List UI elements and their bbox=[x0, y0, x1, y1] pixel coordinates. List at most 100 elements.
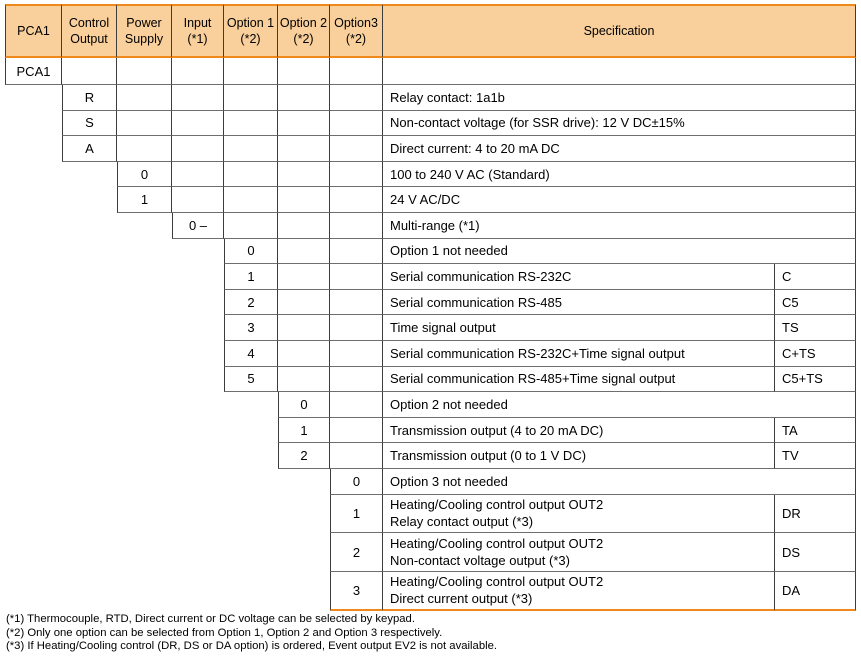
spec-cell: Option 2 not needed bbox=[383, 392, 856, 418]
code-cell: 2 bbox=[278, 443, 330, 469]
empty-cell bbox=[224, 136, 278, 162]
empty-cell bbox=[117, 110, 172, 137]
header-line: (*1) bbox=[187, 32, 208, 46]
spec-line: Heating/Cooling control output OUT2 bbox=[390, 574, 604, 590]
code-cell: 0 bbox=[117, 161, 172, 188]
header-line: Option 1 bbox=[226, 16, 275, 30]
header-cell-model: PCA1 bbox=[5, 4, 62, 58]
footnote-1: (*1) Thermocouple, RTD, Direct current o… bbox=[6, 613, 415, 625]
spec-line: Non-contact voltage output (*3) bbox=[390, 553, 570, 569]
spec-cell: Option 3 not needed bbox=[383, 468, 856, 495]
spec-cell: Heating/Cooling control output OUT2 Rela… bbox=[383, 494, 775, 534]
spec-cell: Heating/Cooling control output OUT2 Non-… bbox=[383, 533, 775, 572]
empty-cell bbox=[278, 58, 330, 85]
code-cell: 0 bbox=[224, 238, 278, 265]
spec-cell: Time signal output bbox=[383, 315, 775, 341]
header-line: Specification bbox=[583, 24, 655, 38]
code-cell: 5 bbox=[224, 366, 278, 393]
header-line: Power bbox=[126, 16, 162, 30]
header-line: Option 2 bbox=[279, 16, 328, 30]
code-cell: 3 bbox=[224, 315, 278, 341]
footnotes: (*1) Thermocouple, RTD, Direct current o… bbox=[6, 613, 497, 654]
footnote-3: (*3) If Heating/Cooling control (DR, DS … bbox=[6, 640, 498, 652]
spec-cell: 100 to 240 V AC (Standard) bbox=[383, 161, 856, 188]
option-code-cell: DA bbox=[775, 571, 856, 611]
header-cell-specification: Specification bbox=[383, 4, 856, 58]
header-line: (*2) bbox=[240, 32, 261, 46]
code-cell: 2 bbox=[224, 289, 278, 316]
empty-cell bbox=[330, 212, 383, 239]
empty-cell bbox=[117, 85, 172, 111]
spec-cell: Heating/Cooling control output OUT2 Dire… bbox=[383, 571, 775, 611]
spec-cell: Serial communication RS-485+Time signal … bbox=[383, 366, 775, 393]
empty-cell bbox=[172, 58, 224, 85]
empty-cell bbox=[172, 161, 224, 188]
empty-cell bbox=[330, 136, 383, 162]
code-cell: S bbox=[62, 110, 117, 137]
empty-cell bbox=[278, 264, 330, 290]
empty-cell bbox=[330, 392, 383, 418]
empty-cell bbox=[172, 110, 224, 137]
code-cell: 2 bbox=[330, 533, 383, 572]
spec-cell: Serial communication RS-232C+Time signal… bbox=[383, 340, 775, 367]
header-line: PCA1 bbox=[17, 24, 50, 38]
spec-cell: Option 1 not needed bbox=[383, 238, 856, 265]
code-cell: 1 bbox=[330, 494, 383, 534]
empty-cell bbox=[330, 110, 383, 137]
empty-cell bbox=[330, 58, 383, 85]
empty-cell bbox=[224, 212, 278, 239]
code-cell: 3 bbox=[330, 571, 383, 611]
empty-cell bbox=[278, 187, 330, 213]
option-code-cell: TV bbox=[775, 443, 856, 469]
header-cell-control-output: Control Output bbox=[62, 4, 117, 58]
header-line: (*2) bbox=[293, 32, 314, 46]
option-code-cell: DS bbox=[775, 533, 856, 572]
empty-cell bbox=[330, 340, 383, 367]
header-line: Supply bbox=[124, 32, 164, 46]
empty-cell bbox=[224, 58, 278, 85]
empty-cell bbox=[278, 161, 330, 188]
header-line: Control bbox=[68, 16, 110, 30]
empty-cell bbox=[330, 443, 383, 469]
code-cell: 0 – bbox=[172, 212, 224, 239]
empty-cell bbox=[330, 417, 383, 444]
empty-cell bbox=[278, 238, 330, 265]
header-cell-option3: Option3 (*2) bbox=[330, 4, 383, 58]
option-code-cell: DR bbox=[775, 494, 856, 534]
empty-cell bbox=[278, 366, 330, 393]
empty-cell bbox=[330, 238, 383, 265]
code-cell: R bbox=[62, 85, 117, 111]
empty-cell bbox=[330, 264, 383, 290]
code-cell: A bbox=[62, 136, 117, 162]
code-cell: 4 bbox=[224, 340, 278, 367]
option-code-cell: C5 bbox=[775, 289, 856, 316]
empty-cell bbox=[278, 110, 330, 137]
empty-cell bbox=[117, 136, 172, 162]
empty-cell bbox=[330, 315, 383, 341]
spec-cell: Non-contact voltage (for SSR drive): 12 … bbox=[383, 110, 856, 137]
spec-cell: Serial communication RS-485 bbox=[383, 289, 775, 316]
option-code-cell: C bbox=[775, 264, 856, 290]
code-cell: 1 bbox=[278, 417, 330, 444]
spec-line: Direct current output (*3) bbox=[390, 591, 533, 607]
code-cell: 0 bbox=[330, 468, 383, 495]
empty-cell bbox=[278, 136, 330, 162]
empty-cell bbox=[172, 187, 224, 213]
code-cell: 1 bbox=[224, 264, 278, 290]
empty-cell bbox=[224, 110, 278, 137]
empty-cell bbox=[224, 187, 278, 213]
header-line: Input bbox=[183, 16, 212, 30]
spec-cell: Serial communication RS-232C bbox=[383, 264, 775, 290]
empty-cell bbox=[278, 289, 330, 316]
empty-cell bbox=[117, 58, 172, 85]
code-cell: 1 bbox=[117, 187, 172, 213]
header-line: Output bbox=[70, 32, 108, 46]
spec-cell: Multi-range (*1) bbox=[383, 212, 856, 239]
option-code-cell: C5+TS bbox=[775, 366, 856, 393]
spec-line: Heating/Cooling control output OUT2 bbox=[390, 497, 604, 513]
empty-cell bbox=[278, 212, 330, 239]
spec-line: Relay contact output (*3) bbox=[390, 514, 534, 530]
header-line: Option3 bbox=[334, 16, 378, 30]
spec-cell: Transmission output (0 to 1 V DC) bbox=[383, 443, 775, 469]
header-cell-power-supply: Power Supply bbox=[117, 4, 172, 58]
